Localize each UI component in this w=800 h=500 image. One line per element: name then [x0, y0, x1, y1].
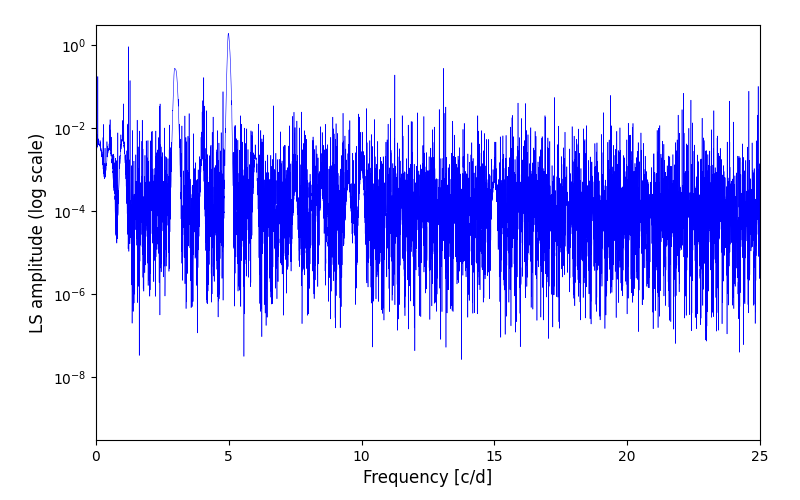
Y-axis label: LS amplitude (log scale): LS amplitude (log scale) [30, 132, 47, 332]
X-axis label: Frequency [c/d]: Frequency [c/d] [363, 470, 493, 488]
